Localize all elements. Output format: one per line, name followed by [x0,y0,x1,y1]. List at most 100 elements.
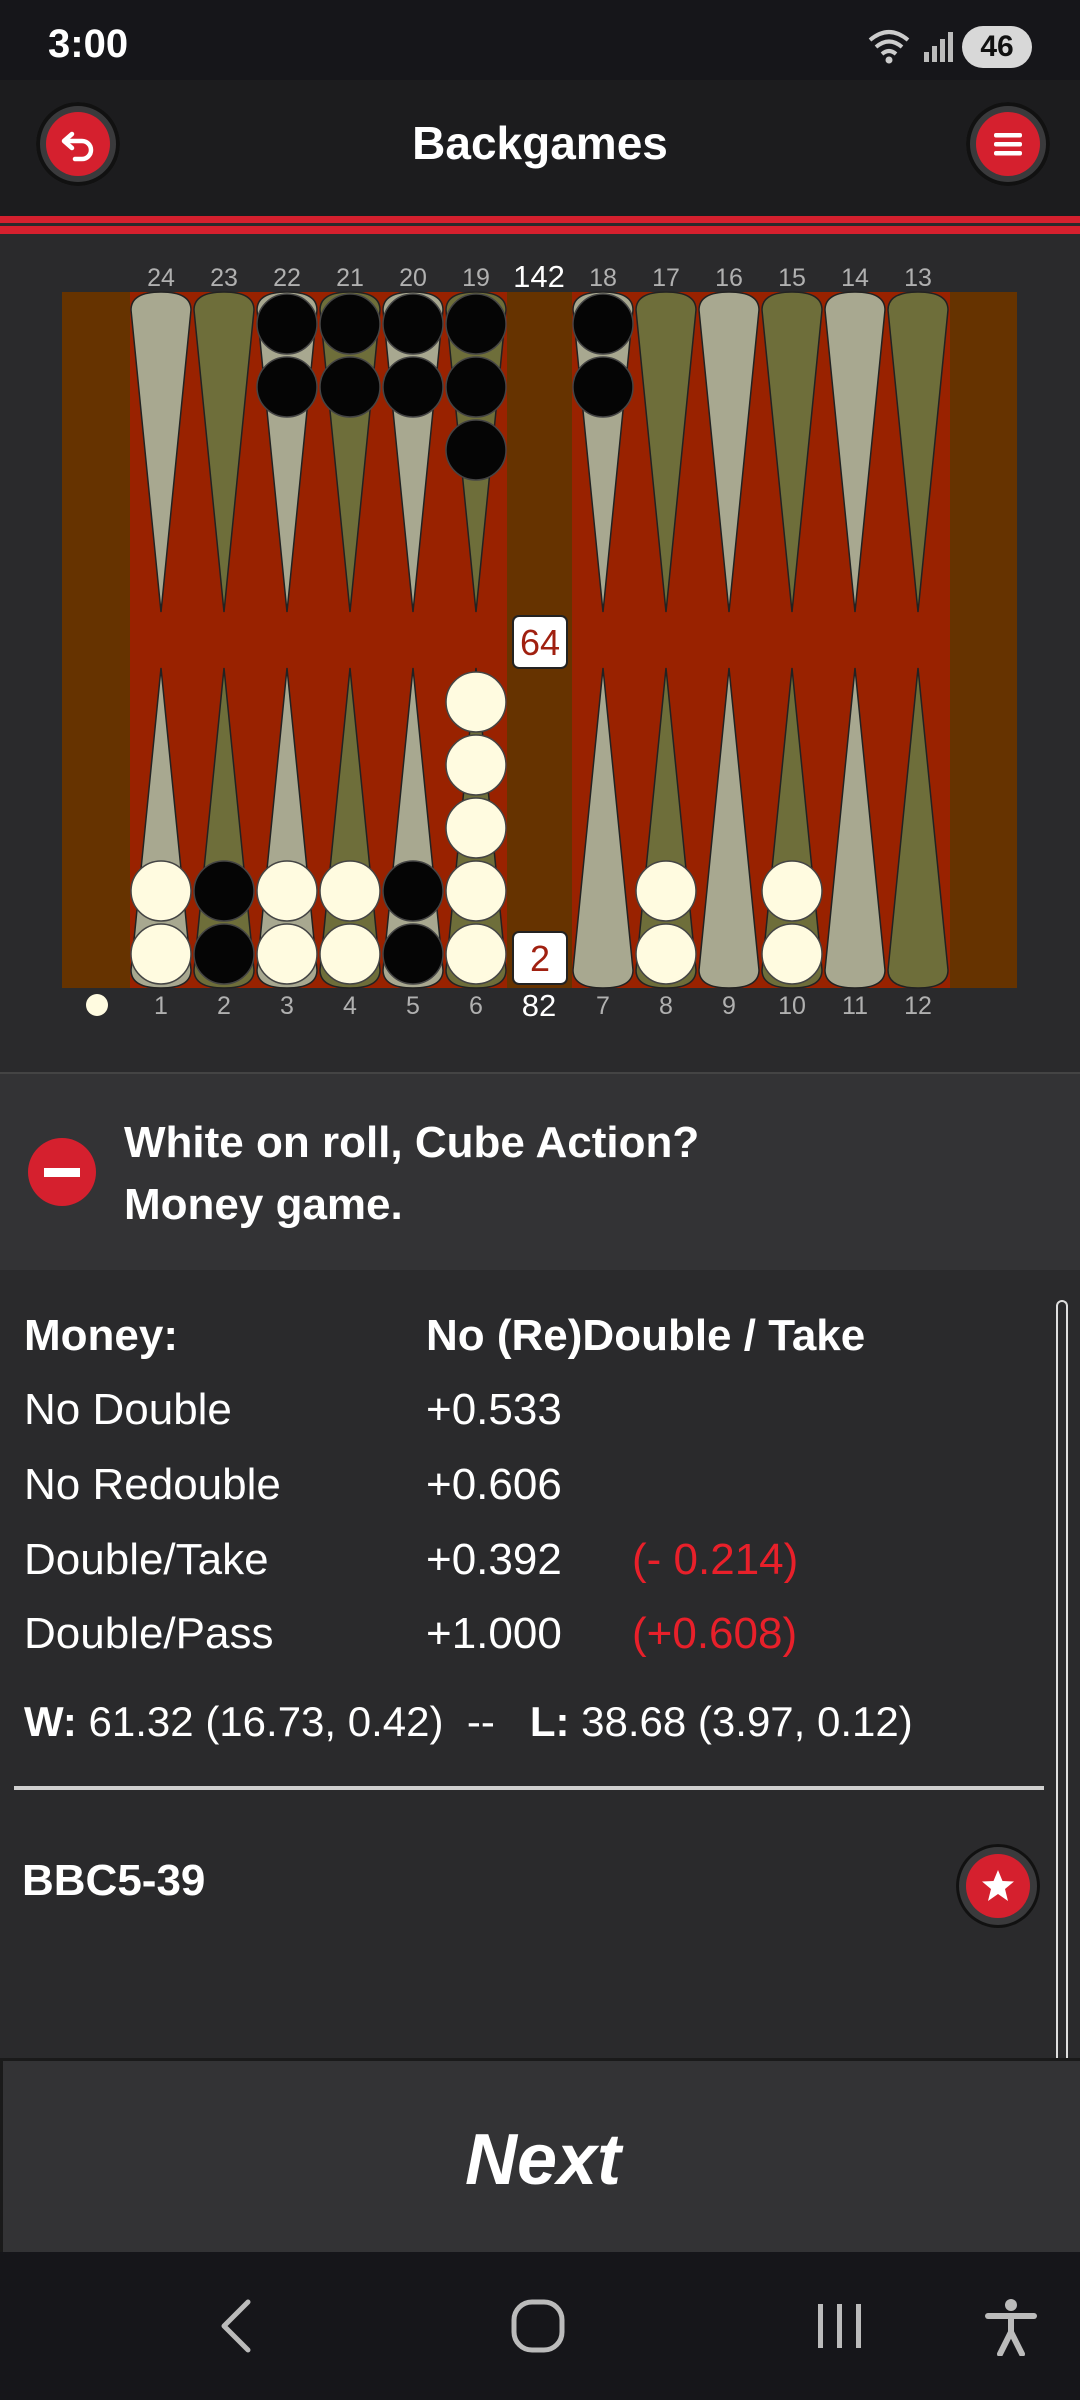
white-checker [445,671,507,733]
stats-separator: -- [466,1698,495,1745]
row-label: No Double [24,1385,232,1434]
black-checker [256,356,318,418]
white-checker [445,923,507,985]
row-diff: (+0.608) [632,1609,798,1658]
hamburger-menu-icon [994,133,1022,156]
nav-recents-icon[interactable] [812,2296,868,2356]
point-14 [824,291,886,613]
bar-counter-value: 2 [530,938,550,979]
win-value: 61.32 (16.73, 0.42) [88,1698,444,1745]
white-checker [761,860,823,922]
board-left-half [130,292,507,988]
position-id: BBC5-39 [22,1856,206,1905]
accessibility-icon[interactable] [984,2296,1038,2356]
point-label: 17 [652,264,680,292]
point-label: 19 [462,264,490,292]
point-label: 16 [715,264,743,292]
bar-counter [512,931,568,985]
turn-indicator [86,994,108,1016]
win-loss-stats: W: 61.32 (16.73, 0.42) -- L: 38.68 (3.97… [24,1698,913,1746]
black-checker [193,860,255,922]
white-checker [130,860,192,922]
undo-arrow-icon [61,131,94,162]
page-title: Backgames [412,117,668,169]
white-checker [319,860,381,922]
point-label: 11 [842,992,868,1020]
point-label: 4 [343,992,357,1020]
black-checker [445,293,507,355]
black-checker [193,923,255,985]
black-checker [382,860,444,922]
point-label: 24 [147,264,175,292]
analysis-header-value: No (Re)Double / Take [426,1311,866,1360]
status-bar: 3:00 46 [0,0,1080,80]
menu-button[interactable] [966,102,1050,186]
point-label: 1 [154,992,168,1020]
header-divider [0,216,1080,223]
row-diff: (- 0.214) [632,1535,799,1584]
black-checker [445,356,507,418]
point-16 [698,291,760,613]
white-checker [635,860,697,922]
point-24 [130,291,192,613]
white-checker [635,923,697,985]
nav-back-icon[interactable] [212,2296,262,2356]
white-checker [445,734,507,796]
point-label: 2 [217,992,231,1020]
point-label: 3 [280,992,294,1020]
point-12 [887,667,949,989]
back-button[interactable] [36,102,120,186]
white-checker [761,923,823,985]
doubling-cube-value: 64 [520,622,560,663]
signal-icon [924,32,953,62]
black-checker [382,293,444,355]
favorite-button[interactable] [956,1844,1040,1928]
black-checker [382,356,444,418]
point-label: 8 [659,992,673,1020]
row-value: +0.392 [426,1535,562,1584]
point-11 [824,667,886,989]
black-checker [445,419,507,481]
row-label: Double/Take [24,1535,269,1584]
point-label: 23 [210,264,238,292]
point-label: 21 [336,264,364,292]
wifi-icon [868,30,910,64]
battery-indicator: 46 [962,26,1032,68]
point-7 [572,667,634,989]
white-checker [256,860,318,922]
board-area: 24 23 22 21 20 19 18 17 16 15 14 13 1 2 3 4 5 6 7 8 9 10 11 12 1… [0,234,1080,1072]
analysis-panel[interactable]: Money: No (Re)Double / Take No Double +0… [0,1270,1080,2062]
point-17 [635,291,697,613]
black-checker [319,356,381,418]
white-checker [445,797,507,859]
backgammon-board[interactable]: 24 23 22 21 20 19 18 17 16 15 14 131 2 3 4 5 6 7 8 9 10 11 121… [0,234,1080,1072]
loss-label: L: [529,1698,570,1745]
doubling-cube [512,615,568,669]
app-header: Backgames [0,80,1080,216]
row-value: +0.606 [426,1460,562,1509]
point-label: 12 [904,992,932,1020]
next-button-label: Next [464,2120,622,2200]
point-label: 20 [399,264,427,292]
point-label: 5 [406,992,420,1020]
white-checker [319,923,381,985]
point-label: 6 [469,992,483,1020]
next-button[interactable]: Next [0,2058,1080,2252]
black-checker [256,293,318,355]
black-checker [572,293,634,355]
black-checker [382,923,444,985]
black-checker [319,293,381,355]
system-nav-bar [0,2252,1080,2400]
question-text: White on roll, Cube Action? Money game. [124,1112,699,1236]
row-label: No Redouble [24,1460,281,1509]
nav-home-icon[interactable] [508,2296,568,2356]
point-13 [887,291,949,613]
header-divider-2 [0,226,1080,234]
analysis-header-label: Money: [24,1311,178,1360]
scrollbar[interactable] [1056,1300,1068,2062]
question-line-1: White on roll, Cube Action? [124,1118,700,1167]
point-label: 13 [904,264,932,292]
point-label: 9 [722,992,736,1020]
point-23 [193,291,255,613]
point-label: 7 [596,992,610,1020]
